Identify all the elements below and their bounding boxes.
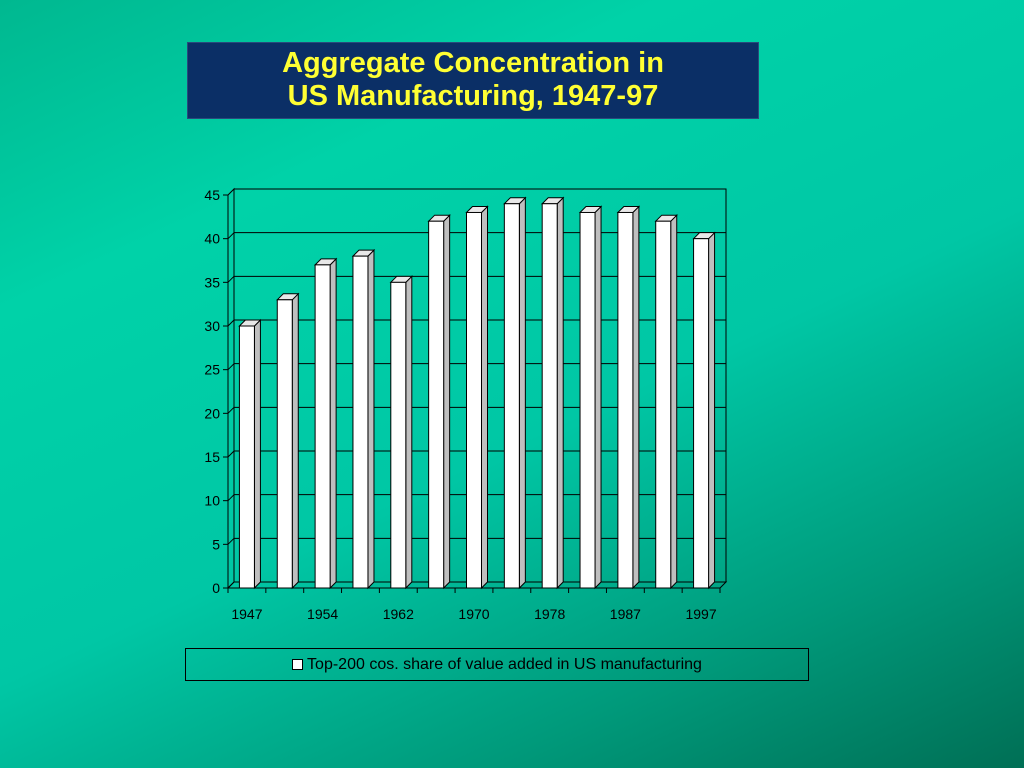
bar-front [238, 325, 255, 589]
bar [427, 213, 451, 590]
y-tick-label: 0 [212, 580, 220, 596]
chart-legend: Top-200 cos. share of value added in US … [185, 648, 809, 681]
gridline-side [227, 232, 235, 240]
bar [578, 205, 603, 590]
slide-title: Aggregate Concentration in US Manufactur… [187, 42, 759, 119]
bar-front [541, 203, 558, 589]
bar [276, 292, 300, 590]
bar [465, 205, 489, 590]
bar-front [276, 299, 293, 589]
bar-side [405, 275, 413, 590]
bar [351, 248, 376, 590]
bar [238, 318, 262, 590]
gridline-side [227, 319, 235, 327]
bar-side [556, 196, 564, 590]
bars-layer [238, 196, 716, 590]
bar-side [443, 213, 451, 590]
bar-chart: 0 5 10 15 20 25 30 35 40 45 1947 1954 1962 1970 1978 19… [204, 187, 728, 622]
x-tick-label: 1962 [383, 606, 414, 622]
bar-front [617, 211, 634, 589]
bar-front [655, 220, 672, 589]
bar [540, 196, 565, 590]
bar-front [314, 264, 331, 589]
bar-front [579, 211, 596, 589]
bar-front [466, 211, 482, 589]
gridline-side [227, 494, 235, 502]
y-tick-label: 5 [212, 536, 220, 552]
x-tick-label: 1987 [610, 606, 641, 622]
y-tick-label: 35 [204, 274, 220, 290]
y-tick-label: 45 [204, 187, 220, 203]
y-tick-label: 30 [204, 318, 220, 334]
x-tick-label: 1970 [458, 606, 489, 622]
bar-side [253, 318, 261, 590]
bar [389, 275, 414, 590]
y-tick-label: 25 [204, 362, 220, 378]
x-tick-label: 1997 [685, 606, 716, 622]
y-tick-label: 15 [204, 449, 220, 465]
bar-front [428, 220, 445, 589]
y-tick-label: 20 [204, 405, 220, 421]
bar [654, 213, 678, 590]
x-tick-label: 1978 [534, 606, 565, 622]
bar-front [693, 238, 710, 589]
title-line-1: Aggregate Concentration in [282, 47, 664, 79]
legend-label: Top-200 cos. share of value added in US … [307, 655, 702, 673]
bar [313, 257, 338, 590]
gridline-side [227, 537, 235, 545]
bar-side [518, 196, 526, 590]
title-line-2: US Manufacturing, 1947-97 [287, 80, 659, 112]
gridline-side [227, 363, 235, 371]
bar-front [503, 203, 520, 589]
bar-front [352, 255, 369, 589]
bar [616, 205, 641, 590]
bar-side [670, 213, 678, 590]
bar-side [594, 205, 602, 590]
bar-front [390, 281, 407, 589]
bar [503, 196, 527, 590]
y-tick-label: 40 [204, 231, 220, 247]
x-tick-label: 1947 [231, 606, 262, 622]
plot-side-wall [227, 187, 235, 590]
tick-labels-layer: 0 5 10 15 20 25 30 35 40 45 1947 1954 1962 1970 1978 19… [204, 187, 716, 622]
bar-side [367, 248, 375, 590]
bar-side [329, 257, 337, 590]
gridline-side [227, 450, 235, 458]
legend-swatch [292, 659, 304, 670]
gridline-side [227, 406, 235, 414]
bar-side [481, 205, 488, 590]
x-tick-label: 1954 [307, 606, 338, 622]
gridline-side [227, 275, 235, 283]
bar-side [708, 231, 716, 590]
y-tick-label: 10 [204, 493, 220, 509]
bar-side [291, 292, 299, 590]
bar-side [632, 205, 640, 590]
bar [692, 231, 716, 590]
